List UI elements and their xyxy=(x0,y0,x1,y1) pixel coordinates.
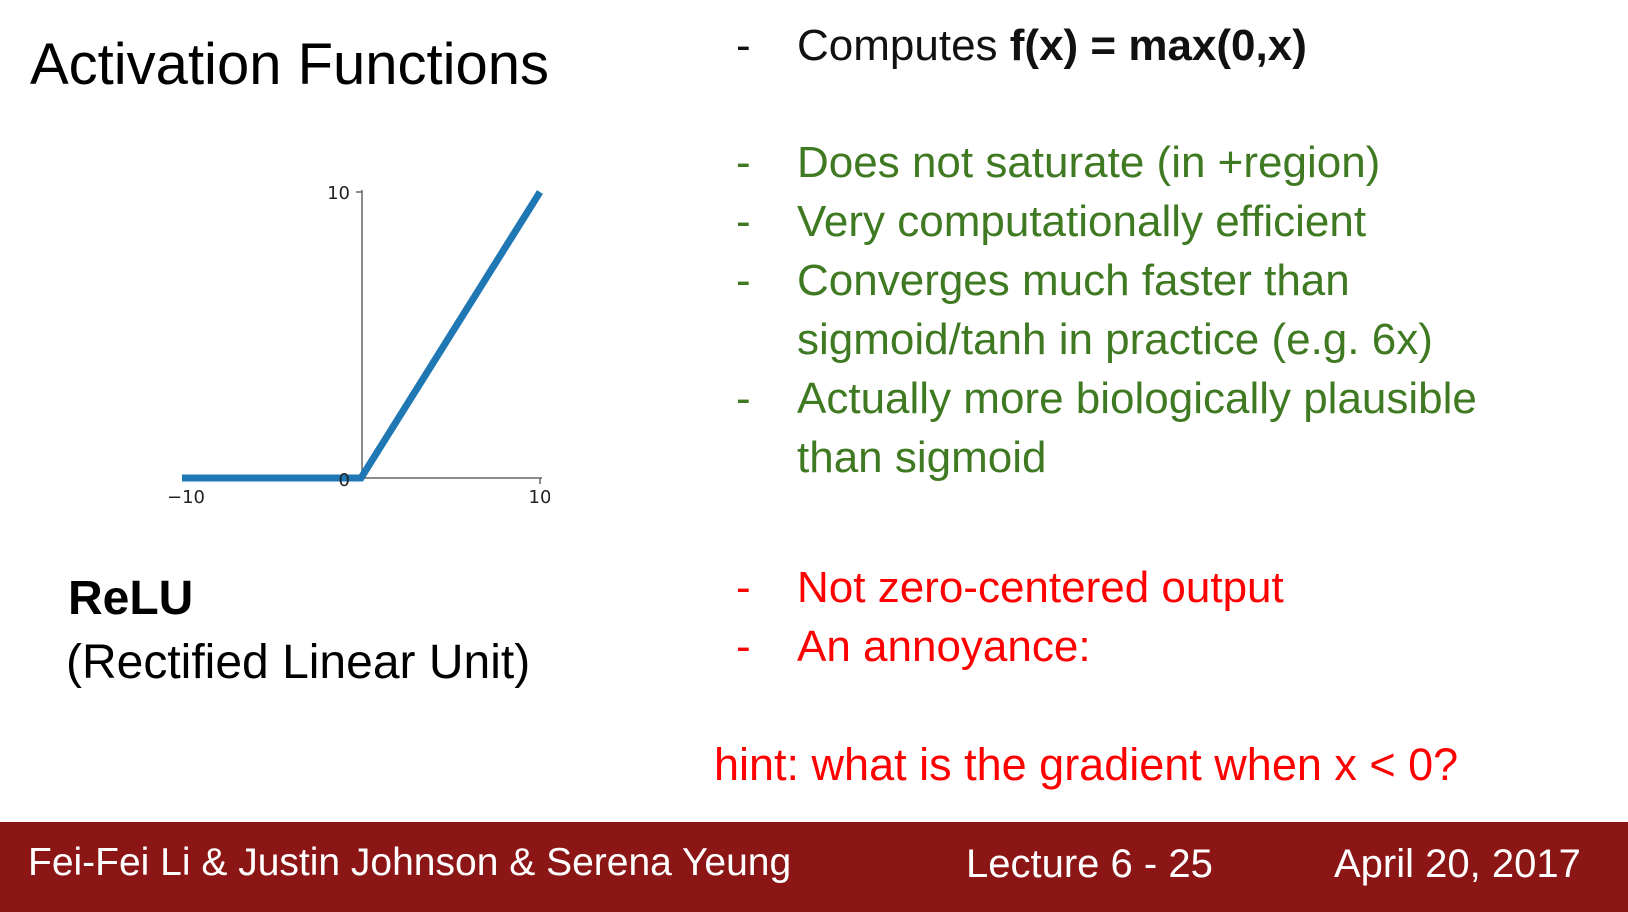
bullet-pro-2: - Very computationally efficient xyxy=(736,192,1366,251)
formula-prefix: Computes xyxy=(797,21,1010,70)
bullet-text-continued: sigmoid/tanh in practice (e.g. 6x) xyxy=(797,315,1433,364)
bullet-dash: - xyxy=(736,21,751,70)
x-tick-label-left: −10 xyxy=(167,487,205,508)
bullet-dash: - xyxy=(736,256,751,305)
hint-text: hint: what is the gradient when x < 0? xyxy=(714,739,1459,790)
function-full-name: (Rectified Linear Unit) xyxy=(66,636,531,689)
bullet-formula: - Computes f(x) = max(0,x) xyxy=(736,16,1307,75)
bullet-pro-4: - Actually more biologically plausible t… xyxy=(736,369,1477,487)
bullet-dash: - xyxy=(736,563,751,612)
slide-title: Activation Functions xyxy=(30,32,550,97)
footer-date: April 20, 2017 xyxy=(1334,842,1581,886)
relu-chart: 10 0 −10 10 xyxy=(167,183,550,508)
y-tick-label-zero: 0 xyxy=(339,470,350,491)
bullet-text: Converges much faster than xyxy=(797,256,1350,305)
formula: f(x) = max(0,x) xyxy=(1009,21,1307,70)
bullet-dash: - xyxy=(736,374,751,423)
bullet-dash: - xyxy=(736,622,751,671)
bullet-dash: - xyxy=(736,138,751,187)
footer-lecture: Lecture 6 - 25 xyxy=(966,842,1213,886)
bullet-con-2: - An annoyance: xyxy=(736,617,1091,676)
bullet-text: An annoyance: xyxy=(797,622,1091,671)
bullet-pro-3: - Converges much faster than sigmoid/tan… xyxy=(736,251,1433,369)
bullet-pro-1: - Does not saturate (in +region) xyxy=(736,133,1380,192)
function-name: ReLU xyxy=(68,572,194,625)
bullet-text: Does not saturate (in +region) xyxy=(797,138,1381,187)
relu-series-line xyxy=(182,190,543,482)
bullet-text: Not zero-centered output xyxy=(797,563,1284,612)
bullet-text-continued: than sigmoid xyxy=(797,433,1047,482)
bullet-text: Very computationally efficient xyxy=(797,197,1367,246)
bullet-dash: - xyxy=(736,197,751,246)
footer-bar: Fei-Fei Li & Justin Johnson & Serena Yeu… xyxy=(0,822,1628,912)
bullet-con-1: - Not zero-centered output xyxy=(736,558,1284,617)
x-tick-label-right: 10 xyxy=(529,487,550,508)
footer-authors: Fei-Fei Li & Justin Johnson & Serena Yeu… xyxy=(28,841,792,884)
bullet-text: Actually more biologically plausible xyxy=(797,374,1477,423)
y-tick-label-top: 10 xyxy=(327,183,350,204)
